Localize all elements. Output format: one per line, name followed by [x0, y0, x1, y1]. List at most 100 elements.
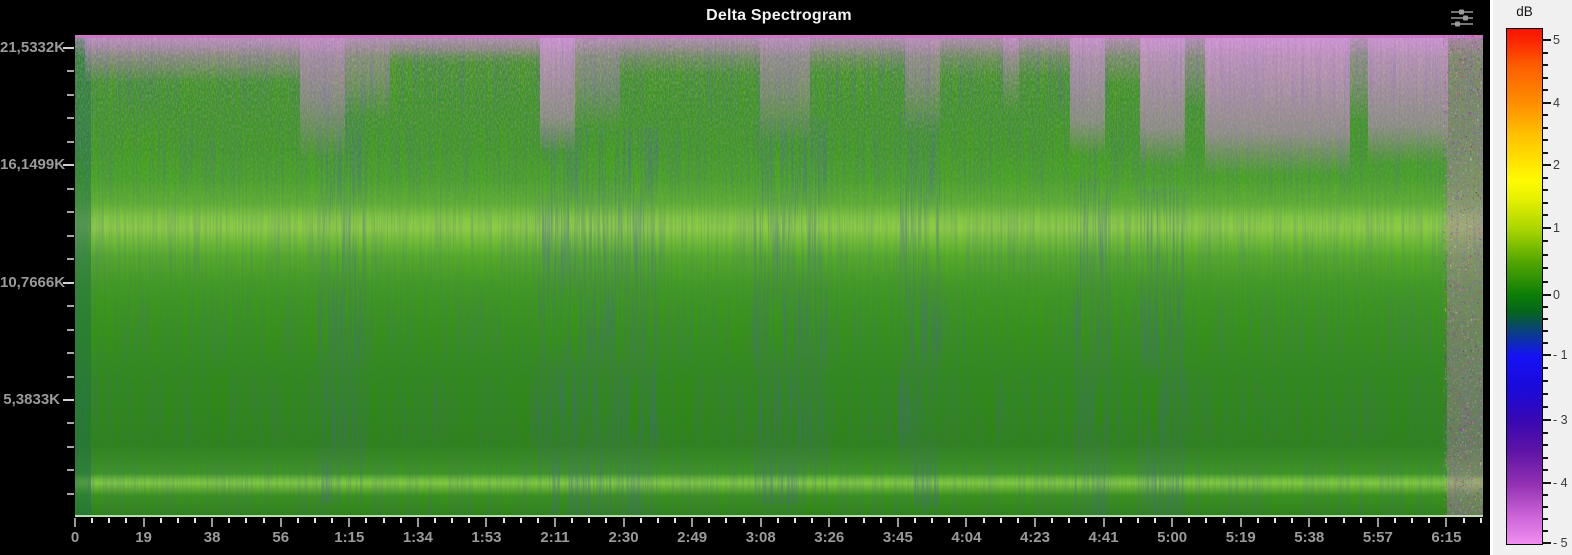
colorbar-tick-minor [1543, 176, 1548, 179]
colorbar-tick-minor [1543, 280, 1548, 283]
colorbar-tick-major [1543, 102, 1551, 104]
y-axis-label: 5,3833K [3, 391, 60, 408]
y-tick-minor [67, 328, 74, 331]
x-tick-minor [1136, 518, 1139, 523]
sliders-icon [1451, 9, 1473, 27]
colorbar-tick-minor [1543, 342, 1548, 344]
x-tick-minor [433, 518, 436, 523]
y-tick-minor [67, 140, 74, 143]
colorbar-tick-label: 0 [1553, 288, 1560, 302]
x-tick-minor [811, 518, 814, 523]
colorbar-tick-minor [1543, 393, 1548, 395]
x-tick-minor [502, 518, 505, 523]
x-tick-minor [125, 518, 128, 523]
spectrogram-canvas[interactable] [75, 35, 1483, 517]
colorbar-tick-label: - 4 [1553, 476, 1568, 490]
colorbar-tick-minor [1543, 64, 1548, 67]
colorbar-tick-minor [1543, 506, 1548, 508]
x-tick-minor [845, 518, 848, 523]
colorbar-tick-minor [1543, 330, 1548, 332]
y-tick-minor [67, 375, 74, 378]
y-tick-minor [67, 469, 74, 472]
x-tick-minor [159, 518, 162, 523]
x-tick-major [1102, 518, 1105, 527]
colorbar-tick-minor [1543, 89, 1548, 92]
x-tick-minor [639, 518, 642, 523]
colorbar-tick-major [1543, 482, 1551, 484]
x-axis-label: 2:11 [540, 529, 570, 546]
y-tick-minor [67, 492, 74, 495]
x-tick-minor [1393, 518, 1396, 523]
y-axis-label: 21,5332K [0, 39, 66, 56]
colorbar-tick-minor [1543, 214, 1548, 217]
x-tick-major [1171, 518, 1174, 527]
x-axis-label: 3:45 [882, 529, 913, 546]
x-tick-minor [1188, 518, 1191, 523]
colorbar-tick-minor [1543, 494, 1548, 496]
x-axis-label: 19 [135, 529, 152, 546]
x-tick-minor [776, 518, 779, 523]
x-axis-label: 38 [203, 529, 221, 546]
x-tick-minor [245, 518, 248, 523]
x-tick-minor [1325, 518, 1328, 523]
colorbar-tick-major [1543, 39, 1551, 41]
x-tick-major [553, 518, 556, 527]
colorbar-title: dB [1516, 4, 1533, 19]
colorbar-tick-label: 5 [1553, 33, 1560, 47]
colorbar-tick-minor [1543, 530, 1548, 532]
x-tick-major [416, 518, 419, 527]
x-axis-label: 5:57 [1362, 529, 1393, 546]
x-tick-minor [1462, 518, 1465, 523]
x-tick-minor [862, 518, 865, 523]
x-tick-minor [451, 518, 454, 523]
x-tick-minor [656, 518, 659, 523]
y-tick-major [63, 47, 74, 49]
colorbar-tick-major [1543, 294, 1551, 296]
x-axis-label: 2:30 [608, 529, 639, 546]
x-tick-minor [365, 518, 368, 523]
x-tick-minor [1222, 518, 1225, 523]
y-tick-major [63, 399, 74, 401]
x-tick-major [622, 518, 625, 527]
x-axis-label: 4:04 [951, 529, 982, 546]
x-tick-major [965, 518, 968, 527]
x-tick-major [896, 518, 899, 527]
x-tick-major [1239, 518, 1242, 527]
x-tick-minor [228, 518, 231, 523]
x-axis-label: 56 [272, 529, 290, 546]
colorbar-panel: dB 5 4 2 1 0 - 1 - 3 - 4 - 5 [1490, 0, 1572, 555]
x-tick-minor [468, 518, 471, 523]
x-tick-minor [1085, 518, 1088, 523]
x-tick-major [1033, 518, 1036, 527]
x-tick-minor [399, 518, 402, 523]
colorbar-tick-label: 1 [1553, 221, 1560, 235]
x-tick-minor [536, 518, 539, 523]
y-tick-minor [67, 422, 74, 425]
x-tick-minor [193, 518, 196, 523]
x-tick-minor [313, 518, 316, 523]
x-axis-label: 5:38 [1294, 529, 1325, 546]
colorbar-tick-minor [1543, 380, 1548, 382]
x-tick-major [1308, 518, 1311, 527]
y-tick-minor [67, 70, 74, 73]
x-tick-minor [588, 518, 591, 523]
x-tick-minor [1479, 518, 1482, 523]
x-tick-minor [673, 518, 676, 523]
colorbar-tick-minor [1543, 444, 1548, 447]
colorbar-tick-label: 2 [1553, 158, 1560, 172]
x-tick-minor [879, 518, 882, 523]
x-tick-major [142, 518, 145, 527]
x-tick-major [485, 518, 488, 527]
settings-button[interactable] [1450, 8, 1474, 28]
colorbar-tick-minor [1543, 367, 1548, 369]
colorbar-tick-major [1543, 227, 1551, 229]
y-axis-label: 16,1499K [0, 156, 66, 174]
x-tick-minor [1068, 518, 1071, 523]
y-tick-minor [67, 93, 74, 96]
x-tick-minor [1153, 518, 1156, 523]
x-tick-minor [931, 518, 934, 523]
x-tick-minor [1411, 518, 1414, 523]
colorbar-tick-major [1543, 354, 1551, 356]
colorbar-tick-label: 4 [1553, 96, 1560, 110]
colorbar-tick-minor [1543, 406, 1548, 408]
